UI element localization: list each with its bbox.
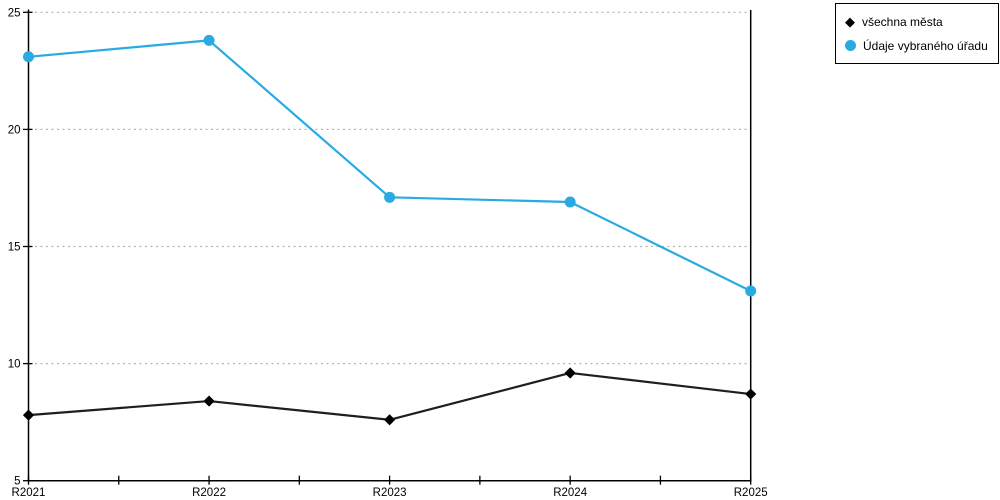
data-point [564,196,576,208]
y-tick-label: 10 [8,359,21,371]
series-v-echna-m-sta [22,367,757,426]
data-point [384,191,396,203]
x-tick-label: R2023 [373,487,407,499]
y-tick-label: 25 [8,7,21,19]
data-point [745,388,757,400]
legend-item-vsechna-mesta: ◆ všechna města [845,15,990,28]
data-point [203,395,215,407]
legend-label: Údaje vybraného úřadu [863,39,988,54]
data-point [745,285,757,297]
data-point [22,409,35,421]
data-point [384,414,396,426]
data-point [23,51,34,63]
y-tick-label: 20 [8,124,21,136]
legend: ◆ všechna města Údaje vybraného úřadu [835,3,999,64]
data-point [564,367,576,379]
series--daje-vybran-ho-adu [23,34,757,297]
x-tick-label: R2022 [192,487,226,499]
diamond-marker-icon: ◆ [845,13,855,29]
x-tick-label: R2021 [12,487,46,499]
gridlines [29,11,750,365]
legend-label: všechna města [862,14,943,29]
legend-item-udaje-vybraneho-uradu: Údaje vybraného úřadu [845,39,990,52]
x-tick-label: R2024 [553,487,587,499]
y-axis-ticks: 5 10 15 20 25 [8,7,33,488]
x-tick-label: R2025 [734,487,768,499]
x-axis-ticks: R2021 R2022 R2023 R2024 R2025 [12,475,768,499]
circle-marker-icon [845,40,856,52]
y-tick-label: 15 [8,242,21,254]
y-tick-label: 5 [14,476,20,488]
axes [27,9,752,482]
data-point [203,34,215,46]
